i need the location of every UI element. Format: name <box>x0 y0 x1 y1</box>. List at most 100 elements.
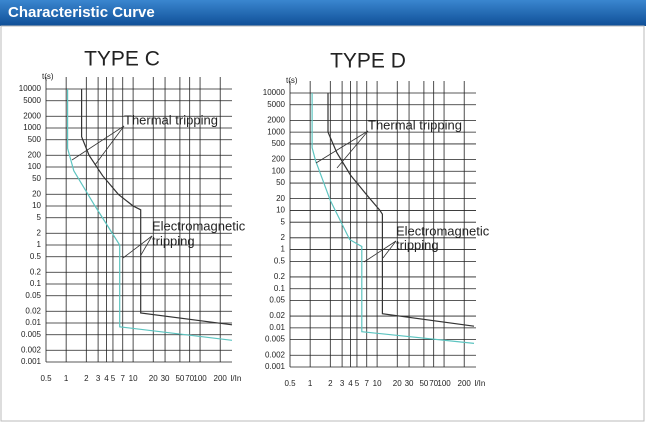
y-tick-label: 10000 <box>19 84 42 93</box>
annotation-pointer <box>336 130 369 169</box>
x-tick-label: 0.5 <box>40 374 52 383</box>
chart-title: TYPE D <box>330 50 406 73</box>
annotation: Electromagnetic <box>396 223 490 238</box>
y-tick-label: 0.01 <box>269 323 285 332</box>
y-tick-label: 0.002 <box>265 350 286 359</box>
y-tick-label: 0.2 <box>30 267 42 276</box>
header-bar <box>0 0 646 26</box>
x-tick-label: 30 <box>405 379 414 388</box>
annotation: Thermal tripping <box>124 112 218 127</box>
y-tick-label: 0.02 <box>269 311 285 320</box>
y-tick-label: 5 <box>37 213 42 222</box>
y-tick-label: 0.5 <box>30 252 42 261</box>
y-tick-label: 0.1 <box>274 284 286 293</box>
curve <box>81 89 233 326</box>
x-tick-label: 70 <box>429 379 438 388</box>
y-tick-label: 0.005 <box>21 330 42 339</box>
chart-title: TYPE C <box>84 48 160 71</box>
y-tick-label: 20 <box>276 194 285 203</box>
y-tick-label: 10 <box>276 206 285 215</box>
x-tick-label: 7 <box>121 374 126 383</box>
y-tick-label: 0.02 <box>25 306 41 315</box>
x-tick-label: 100 <box>193 374 207 383</box>
x-tick-label: 70 <box>185 374 194 383</box>
y-tick-label: 200 <box>272 155 286 164</box>
y-tick-label: 5 <box>281 217 286 226</box>
curve <box>67 89 233 341</box>
x-tick-label: 20 <box>149 374 158 383</box>
annotation: tripping <box>396 237 439 252</box>
x-axis-label: I/In <box>474 379 485 388</box>
x-tick-label: 10 <box>373 379 382 388</box>
x-tick-label: 5 <box>355 379 360 388</box>
curve <box>311 93 475 344</box>
x-tick-label: 0.5 <box>284 379 296 388</box>
y-tick-label: 2 <box>37 228 42 237</box>
y-tick-label: 0.05 <box>269 296 285 305</box>
y-tick-label: 5000 <box>267 100 285 109</box>
curve <box>327 93 475 327</box>
y-tick-label: 2000 <box>267 115 285 124</box>
y-tick-label: 10000 <box>263 88 286 97</box>
y-tick-label: 0.5 <box>274 256 286 265</box>
annotation-pointer <box>315 130 369 164</box>
x-tick-label: 10 <box>129 374 138 383</box>
y-tick-label: 50 <box>32 174 41 183</box>
x-tick-label: 1 <box>64 374 69 383</box>
x-tick-label: 4 <box>104 374 109 383</box>
x-tick-label: 50 <box>175 374 184 383</box>
x-tick-label: 3 <box>96 374 101 383</box>
x-tick-label: 3 <box>340 379 345 388</box>
y-tick-label: 0.005 <box>265 335 286 344</box>
y-tick-label: 100 <box>272 166 286 175</box>
x-tick-label: 5 <box>111 374 116 383</box>
y-tick-label: 0.002 <box>21 345 42 354</box>
x-tick-label: 2 <box>328 379 333 388</box>
y-tick-label: 0.001 <box>265 362 286 371</box>
x-axis-label: I/In <box>230 374 241 383</box>
y-axis-label: t(s) <box>286 76 298 85</box>
annotation-pointer <box>94 125 125 166</box>
annotation-pointer <box>122 235 153 259</box>
annotation: Thermal tripping <box>368 117 462 132</box>
header-title: Characteristic Curve <box>8 4 155 21</box>
y-tick-label: 50 <box>276 178 285 187</box>
y-tick-label: 1 <box>281 245 286 254</box>
y-tick-label: 0.001 <box>21 357 42 366</box>
y-tick-label: 5000 <box>23 96 41 105</box>
x-tick-label: 20 <box>393 379 402 388</box>
x-tick-label: 1 <box>308 379 313 388</box>
x-tick-label: 30 <box>161 374 170 383</box>
y-tick-label: 1 <box>37 240 42 249</box>
y-tick-label: 0.2 <box>274 272 286 281</box>
annotation: Electromagnetic <box>152 218 246 233</box>
x-tick-label: 100 <box>437 379 451 388</box>
y-tick-label: 0.05 <box>25 291 41 300</box>
y-tick-label: 0.01 <box>25 318 41 327</box>
annotation-pointer <box>382 240 397 259</box>
y-tick-label: 500 <box>272 139 286 148</box>
x-tick-label: 200 <box>214 374 228 383</box>
y-tick-label: 1000 <box>267 127 285 136</box>
y-tick-label: 20 <box>32 189 41 198</box>
y-tick-label: 2 <box>281 233 286 242</box>
annotation-pointer <box>71 125 125 161</box>
annotation-pointer <box>363 240 397 263</box>
x-tick-label: 50 <box>419 379 428 388</box>
x-tick-label: 7 <box>365 379 370 388</box>
x-tick-label: 200 <box>458 379 472 388</box>
frame <box>0 25 645 422</box>
y-axis-label: t(s) <box>42 72 54 81</box>
y-tick-label: 500 <box>28 135 42 144</box>
y-tick-label: 200 <box>28 150 42 159</box>
y-tick-label: 0.1 <box>30 279 42 288</box>
annotation-pointer <box>140 235 153 256</box>
y-tick-label: 1000 <box>23 123 41 132</box>
y-tick-label: 10 <box>32 201 41 210</box>
y-tick-label: 2000 <box>23 111 41 120</box>
x-tick-label: 2 <box>84 374 89 383</box>
y-tick-label: 100 <box>28 162 42 171</box>
annotation: tripping <box>152 233 195 248</box>
